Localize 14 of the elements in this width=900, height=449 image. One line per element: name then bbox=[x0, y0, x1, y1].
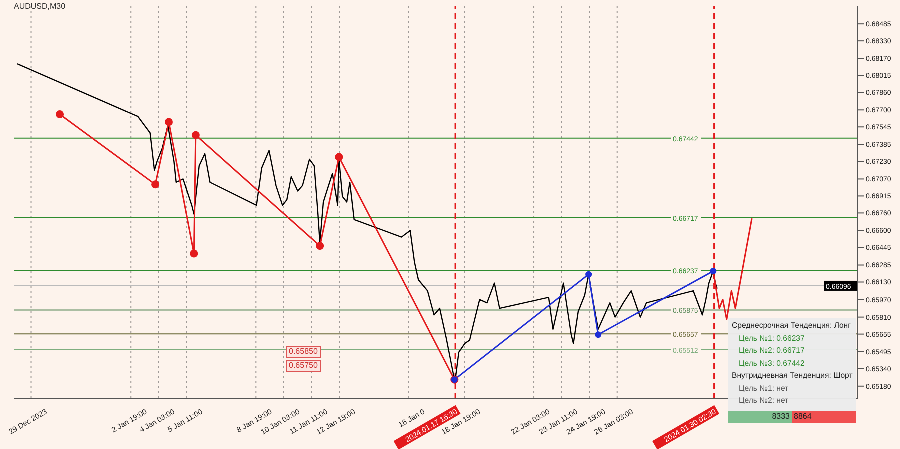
point bbox=[710, 268, 717, 275]
point bbox=[190, 250, 198, 258]
buy-sell-meter: 8333 8864 bbox=[728, 410, 856, 423]
point bbox=[164, 118, 173, 126]
point bbox=[595, 332, 602, 338]
point bbox=[152, 180, 160, 189]
point bbox=[56, 110, 64, 119]
chart-title: AUDUSD,M30 bbox=[14, 2, 66, 11]
annotation: 0.65850 bbox=[286, 346, 321, 358]
point bbox=[192, 131, 200, 140]
point bbox=[586, 271, 592, 278]
point bbox=[335, 153, 344, 162]
annotation: 0.65750 bbox=[286, 360, 321, 372]
point bbox=[316, 242, 324, 250]
